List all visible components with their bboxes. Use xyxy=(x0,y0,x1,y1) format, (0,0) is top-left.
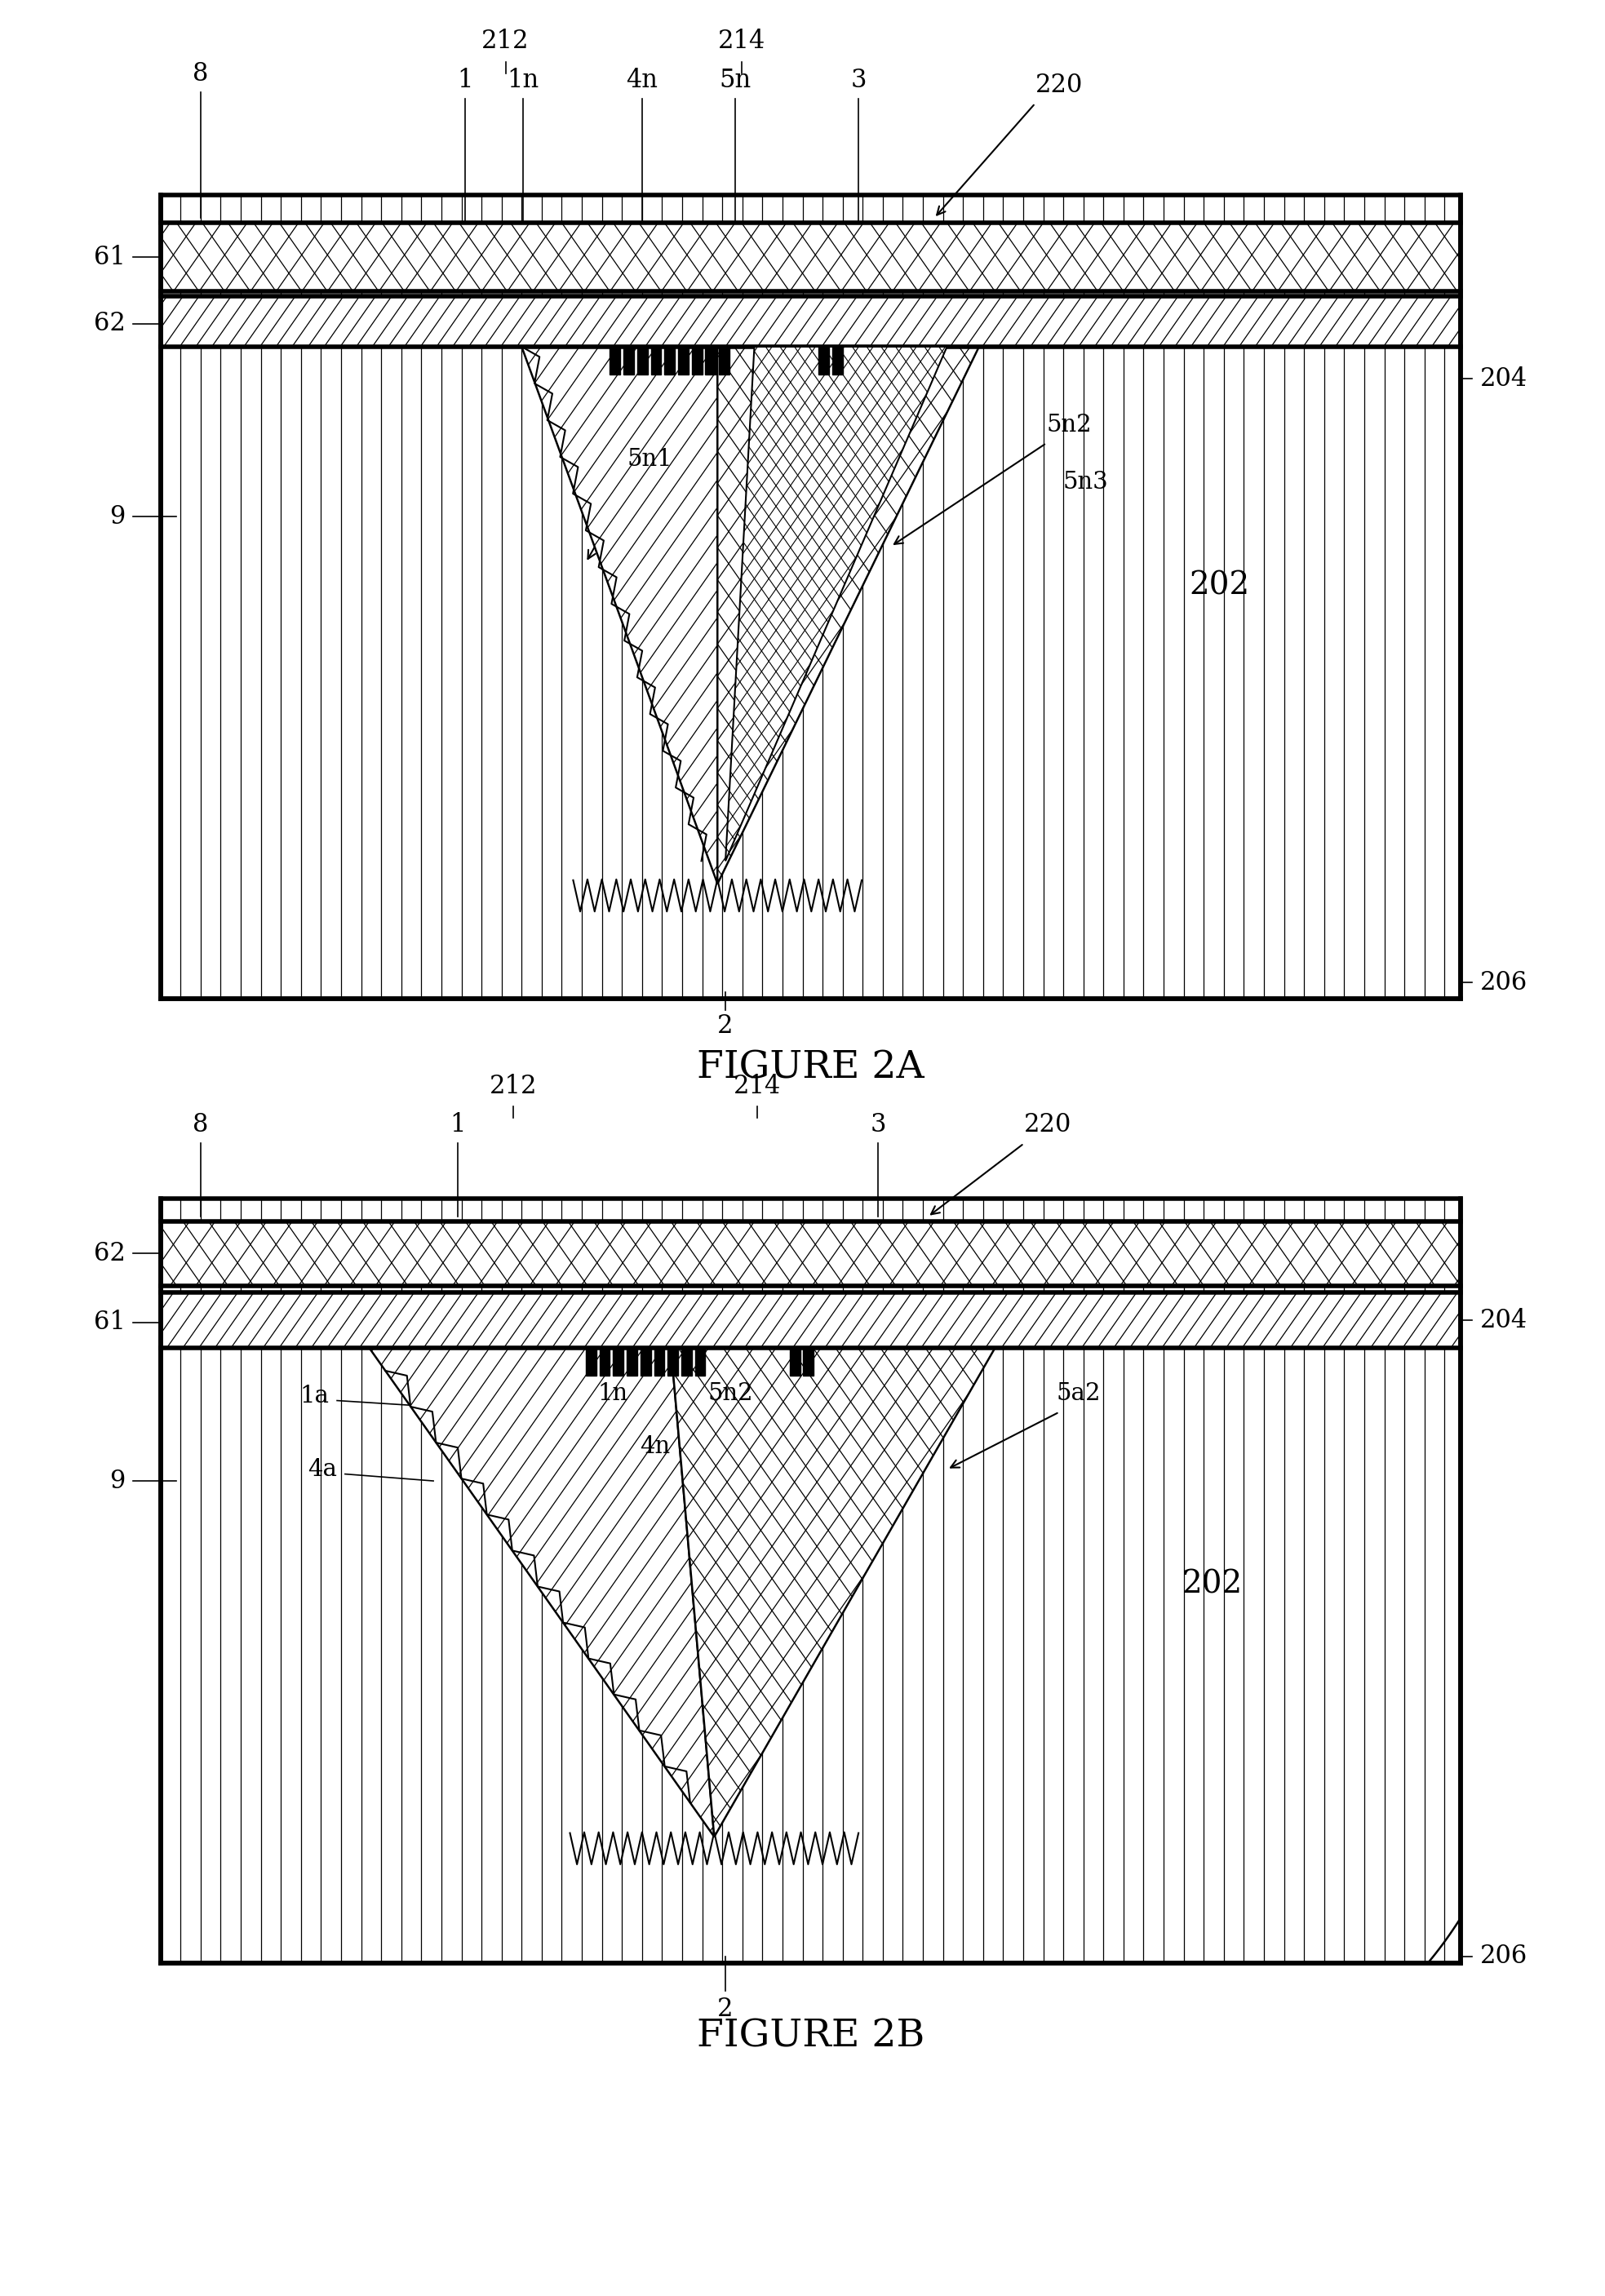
Text: 212: 212 xyxy=(490,1072,538,1100)
Bar xyxy=(161,195,1461,999)
Polygon shape xyxy=(369,1348,714,1837)
Text: 206: 206 xyxy=(1480,1942,1528,1970)
Text: 62: 62 xyxy=(93,310,125,338)
Polygon shape xyxy=(719,347,729,374)
Text: 5n2: 5n2 xyxy=(708,1382,753,1405)
Polygon shape xyxy=(790,1348,799,1375)
Text: 8: 8 xyxy=(193,60,209,87)
Text: 61: 61 xyxy=(93,243,125,271)
Text: 1n: 1n xyxy=(599,1382,628,1405)
Polygon shape xyxy=(681,1348,692,1375)
Polygon shape xyxy=(637,347,648,374)
Polygon shape xyxy=(802,1348,814,1375)
Text: 214: 214 xyxy=(717,28,766,55)
Polygon shape xyxy=(695,1348,705,1375)
Polygon shape xyxy=(610,347,620,374)
Text: 2: 2 xyxy=(717,1013,733,1040)
Polygon shape xyxy=(586,1348,597,1375)
Text: 4n: 4n xyxy=(640,1435,669,1458)
Text: 202: 202 xyxy=(1189,569,1250,602)
Text: 62: 62 xyxy=(93,1240,125,1267)
Polygon shape xyxy=(161,195,1461,999)
Text: 5n: 5n xyxy=(719,67,751,94)
Text: 206: 206 xyxy=(1480,969,1528,996)
Text: 4n: 4n xyxy=(626,67,658,94)
Polygon shape xyxy=(831,347,843,374)
Text: 202: 202 xyxy=(1181,1568,1242,1600)
Polygon shape xyxy=(161,223,1461,292)
Text: 204: 204 xyxy=(1480,365,1528,393)
Polygon shape xyxy=(161,1221,1461,1286)
Polygon shape xyxy=(677,347,689,374)
Text: 5n1: 5n1 xyxy=(628,448,672,471)
Text: 4a: 4a xyxy=(308,1458,337,1481)
Text: 1: 1 xyxy=(457,67,473,94)
Polygon shape xyxy=(640,1348,652,1375)
Polygon shape xyxy=(653,1348,664,1375)
Polygon shape xyxy=(725,347,947,861)
Bar xyxy=(161,1199,1461,1963)
Polygon shape xyxy=(671,1348,995,1837)
Text: 204: 204 xyxy=(1480,1306,1528,1334)
Text: 8: 8 xyxy=(193,1111,209,1139)
Text: 1a: 1a xyxy=(300,1384,329,1407)
Text: 3: 3 xyxy=(851,67,867,94)
Polygon shape xyxy=(819,347,828,374)
Polygon shape xyxy=(717,347,979,884)
Text: 1n: 1n xyxy=(507,67,539,94)
Text: 5n3: 5n3 xyxy=(1063,471,1107,494)
Polygon shape xyxy=(705,347,716,374)
Text: 9: 9 xyxy=(109,503,125,530)
Polygon shape xyxy=(664,347,674,374)
Polygon shape xyxy=(161,296,1461,347)
Polygon shape xyxy=(652,347,661,374)
Polygon shape xyxy=(626,1348,637,1375)
Text: 61: 61 xyxy=(93,1309,125,1336)
Text: FIGURE 2B: FIGURE 2B xyxy=(697,2018,924,2055)
Text: 5n2: 5n2 xyxy=(1046,413,1091,436)
Text: 212: 212 xyxy=(482,28,530,55)
Text: 9: 9 xyxy=(109,1467,125,1495)
Polygon shape xyxy=(599,1348,610,1375)
Text: 220: 220 xyxy=(1024,1111,1072,1139)
Polygon shape xyxy=(613,1348,623,1375)
Text: 1: 1 xyxy=(449,1111,465,1139)
Text: 214: 214 xyxy=(733,1072,782,1100)
Polygon shape xyxy=(692,347,701,374)
Polygon shape xyxy=(161,1199,1461,1963)
Polygon shape xyxy=(522,347,717,884)
Text: 5a2: 5a2 xyxy=(1056,1382,1101,1405)
Text: 2: 2 xyxy=(717,1995,733,2023)
Polygon shape xyxy=(623,347,634,374)
Text: 220: 220 xyxy=(1035,71,1083,99)
Polygon shape xyxy=(668,1348,677,1375)
Text: 3: 3 xyxy=(870,1111,886,1139)
Polygon shape xyxy=(161,1293,1461,1348)
Text: FIGURE 2A: FIGURE 2A xyxy=(697,1049,924,1086)
